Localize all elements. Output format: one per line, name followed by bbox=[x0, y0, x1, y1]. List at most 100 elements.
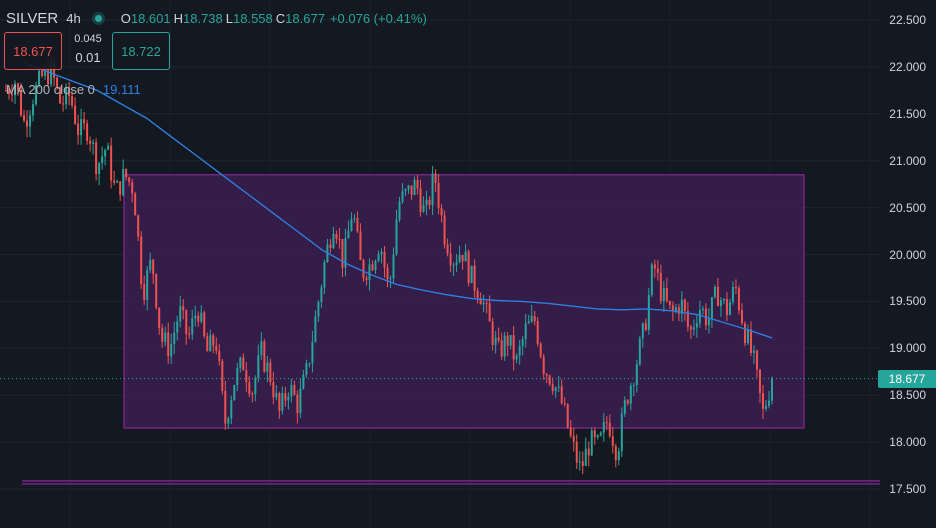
candle bbox=[62, 95, 65, 112]
candle-body bbox=[194, 315, 197, 319]
candle bbox=[410, 185, 413, 200]
candle-body bbox=[116, 181, 119, 183]
candle-body bbox=[632, 385, 635, 387]
candle bbox=[563, 397, 566, 407]
candle bbox=[608, 414, 611, 439]
candle bbox=[170, 333, 173, 364]
sell-button[interactable]: 18.677 bbox=[4, 32, 62, 70]
candle-body bbox=[614, 446, 617, 461]
candle-body bbox=[74, 105, 77, 124]
candle bbox=[422, 196, 425, 213]
candle-body bbox=[473, 265, 476, 291]
candle bbox=[419, 179, 422, 217]
candle bbox=[329, 239, 332, 254]
candle bbox=[731, 281, 734, 305]
candle bbox=[137, 214, 140, 242]
timeframe-label[interactable]: 4h bbox=[66, 10, 81, 26]
candle-body bbox=[485, 302, 488, 304]
candle bbox=[86, 119, 89, 145]
candle-body bbox=[605, 422, 608, 424]
candle-body bbox=[734, 286, 737, 289]
candle bbox=[509, 335, 512, 350]
candle-body bbox=[290, 384, 293, 397]
candle bbox=[320, 284, 323, 308]
candle bbox=[692, 319, 695, 336]
candle bbox=[695, 314, 698, 338]
candle bbox=[152, 258, 155, 285]
candle-body bbox=[242, 357, 245, 371]
candle bbox=[482, 294, 485, 313]
candle-body bbox=[212, 335, 215, 346]
candle bbox=[317, 300, 320, 322]
candle bbox=[179, 295, 182, 328]
candle bbox=[314, 310, 317, 343]
candle bbox=[227, 416, 230, 429]
candle-body bbox=[443, 215, 446, 245]
candle bbox=[581, 451, 584, 475]
candle-body bbox=[464, 251, 467, 262]
candle bbox=[737, 285, 740, 315]
candle bbox=[713, 284, 716, 299]
quantity-value[interactable]: 0.01 bbox=[75, 50, 101, 65]
price-axis-label: 20.000 bbox=[889, 247, 926, 262]
range-rectangle[interactable] bbox=[123, 174, 805, 429]
candle bbox=[590, 427, 593, 457]
candle-body bbox=[578, 461, 581, 463]
ma-legend[interactable]: MA 200 close 0 19.111 bbox=[6, 82, 141, 97]
price-axis-label: 22.500 bbox=[889, 13, 926, 27]
candle-body bbox=[275, 393, 278, 398]
ma-value: 19.111 bbox=[102, 82, 141, 97]
candle-body bbox=[254, 377, 257, 395]
candle bbox=[80, 108, 83, 145]
candle-body bbox=[503, 335, 506, 357]
candle bbox=[248, 376, 251, 398]
candle-body bbox=[752, 350, 755, 353]
candle bbox=[725, 292, 728, 322]
candle bbox=[173, 321, 176, 354]
candle-body bbox=[620, 413, 623, 452]
candle-body bbox=[374, 261, 377, 271]
candle bbox=[596, 434, 599, 440]
candle bbox=[203, 310, 206, 339]
candle-body bbox=[302, 374, 305, 389]
candle-body bbox=[308, 363, 311, 365]
candle bbox=[14, 80, 17, 105]
ma-200-line bbox=[21, 61, 773, 339]
candle bbox=[32, 99, 35, 122]
candle-body bbox=[134, 193, 137, 216]
candle bbox=[524, 313, 527, 348]
candle-body bbox=[230, 400, 233, 419]
candle bbox=[743, 321, 746, 347]
candle bbox=[683, 298, 686, 321]
candle-body bbox=[164, 332, 167, 342]
candle-body bbox=[32, 104, 35, 116]
candle-body bbox=[644, 323, 647, 331]
candle bbox=[164, 326, 167, 347]
candle-body bbox=[683, 299, 686, 312]
support-line[interactable] bbox=[22, 480, 880, 485]
candle bbox=[128, 176, 131, 187]
candle-body bbox=[140, 236, 143, 285]
candle-body bbox=[452, 265, 455, 267]
candle bbox=[296, 390, 299, 424]
candle bbox=[353, 213, 356, 223]
spread-panel: 0.045 0.01 bbox=[68, 32, 108, 70]
symbol-name[interactable]: SILVER bbox=[6, 9, 59, 27]
candle bbox=[440, 204, 443, 223]
buy-button[interactable]: 18.722 bbox=[112, 32, 170, 70]
candle bbox=[500, 332, 503, 360]
candle-body bbox=[365, 278, 368, 280]
candle-body bbox=[482, 302, 485, 305]
candle bbox=[146, 266, 149, 311]
candle-body bbox=[617, 451, 620, 461]
candle bbox=[110, 137, 113, 189]
candle bbox=[506, 332, 509, 357]
candle bbox=[641, 322, 644, 348]
candle-body bbox=[659, 272, 662, 302]
candle-body bbox=[359, 231, 362, 260]
candle-body bbox=[611, 436, 614, 447]
candle bbox=[401, 183, 404, 204]
candle bbox=[359, 223, 362, 261]
candle bbox=[617, 447, 620, 466]
